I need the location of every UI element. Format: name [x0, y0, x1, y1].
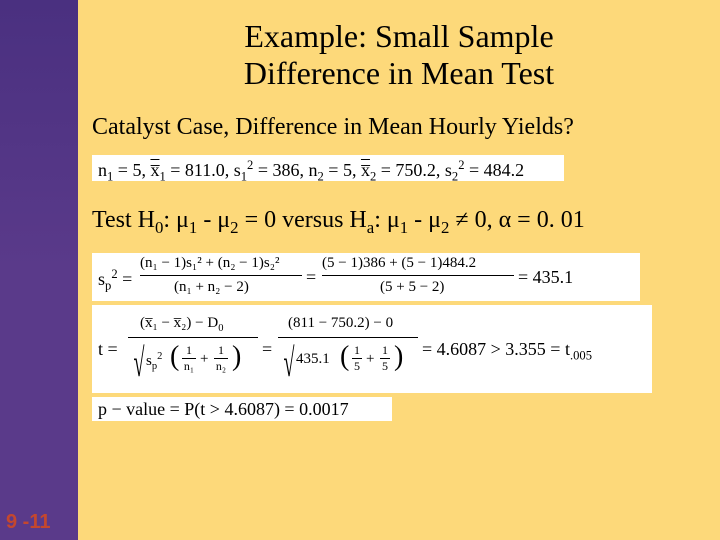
- t-paren1r: ): [232, 341, 241, 373]
- sp-den2: (5 + 5 − 2): [380, 279, 444, 296]
- s1-label: s: [234, 160, 241, 180]
- t-den2-fl: 1: [354, 343, 360, 357]
- hypothesis-line: Test H0: μ1 - μ2 = 0 versus Ha: μ1 - μ2 …: [92, 207, 706, 238]
- hyp-h0-sub: 0: [155, 217, 163, 236]
- sp-den1: (n₁ + n₂ − 2): [174, 279, 249, 296]
- sp-num1: (n₁ − 1)s₁² + (n₂ − 1)s₂²: [140, 255, 279, 272]
- t-den2a: 435.1: [296, 351, 330, 368]
- hyp-mu1b: 1: [400, 217, 408, 236]
- t-den1-sup: 2: [157, 351, 162, 362]
- title-line-1: Example: Small Sample: [244, 18, 553, 54]
- sp-result: = 435.1: [518, 267, 573, 288]
- slide-title: Example: Small Sample Difference in Mean…: [78, 0, 720, 114]
- formula-given-stats: n1 = 5, x̅1 = 811.0, s12 = 386, n2 = 5, …: [92, 155, 564, 181]
- t-eq2: =: [262, 339, 272, 360]
- hyp-prefix: Test H: [92, 207, 155, 233]
- t-paren2l: (: [340, 341, 349, 373]
- x2-label: x̅: [361, 160, 370, 180]
- sp-num2: (5 − 1)386 + (5 − 1)484.2: [322, 255, 476, 272]
- t-bar1: [128, 337, 258, 338]
- n2-val: = 5,: [324, 160, 361, 180]
- t-mid-sub: .005: [570, 349, 592, 363]
- t-paren2r: ): [394, 341, 403, 373]
- hyp-mu2: 2: [230, 217, 238, 236]
- hyp-mu1: 1: [189, 217, 197, 236]
- t-den1-sub: p: [152, 361, 157, 372]
- n1-label: n: [98, 160, 107, 180]
- s2-val: = 484.2: [465, 160, 525, 180]
- t-den2-fr: 1: [382, 343, 388, 357]
- slide-body: Catalyst Case, Difference in Mean Hourly…: [78, 114, 720, 422]
- sp-lhs: s: [98, 269, 105, 289]
- t-bar2: [278, 337, 418, 338]
- n2-label: n: [309, 160, 318, 180]
- subtitle: Catalyst Case, Difference in Mean Hourly…: [92, 114, 706, 141]
- hyp-ha-sub: a: [367, 217, 374, 236]
- pval-text: p − value = P(t > 4.6087) = 0.0017: [98, 399, 349, 420]
- x2-val: = 750.2,: [376, 160, 445, 180]
- t-label: t =: [98, 339, 118, 360]
- formula-t-statistic: t = (x̅₁ − x̅₂) − D0 √ sp2 ( 1 n₁ + 1 n₂…: [92, 305, 652, 393]
- t-num1-sub: 0: [218, 323, 223, 334]
- t-num2: (811 − 750.2) − 0: [288, 315, 393, 332]
- sidebar-accent: [0, 0, 78, 540]
- formula-pooled-variance: sp2 = (n₁ − 1)s₁² + (n₂ − 1)s₂² (n₁ + n₂…: [92, 253, 640, 301]
- formula-p-value: p − value = P(t > 4.6087) = 0.0017: [92, 397, 392, 421]
- s1-val: = 386,: [253, 160, 308, 180]
- sp-bar2: [322, 275, 514, 276]
- t-den1-flden: n₁: [182, 358, 196, 374]
- t-den1-fr: 1: [218, 343, 224, 357]
- hyp-alpha: = 0. 01: [511, 207, 585, 233]
- page-number: 9 -11: [6, 511, 50, 534]
- s2-label: s: [445, 160, 452, 180]
- t-sqrt1: √: [133, 339, 144, 386]
- t-den2-frden: 5: [380, 358, 390, 374]
- title-line-2: Difference in Mean Test: [244, 55, 554, 91]
- t-plus1: +: [200, 351, 208, 368]
- sp-eq1: =: [306, 267, 316, 288]
- t-sqrt2: √: [283, 339, 294, 386]
- t-plus2: +: [366, 351, 374, 368]
- hyp-neq: ≠ 0,: [449, 207, 498, 233]
- n1-val: = 5,: [113, 160, 150, 180]
- sp-sup: 2: [111, 267, 117, 281]
- t-den2-flden: 5: [352, 358, 362, 374]
- x1-val: = 811.0,: [166, 160, 234, 180]
- slide-content: Example: Small Sample Difference in Mean…: [78, 0, 720, 540]
- t-den1-fl: 1: [186, 343, 192, 357]
- t-mid: = 4.6087 > 3.355 = t: [422, 339, 570, 359]
- hyp-versus: = 0 versus H: [239, 207, 367, 233]
- t-num1a: (x̅₁ − x̅₂) − D: [140, 315, 218, 331]
- sp-bar1: [140, 275, 302, 276]
- t-paren1l: (: [170, 341, 179, 373]
- t-den1-frden: n₂: [214, 358, 228, 374]
